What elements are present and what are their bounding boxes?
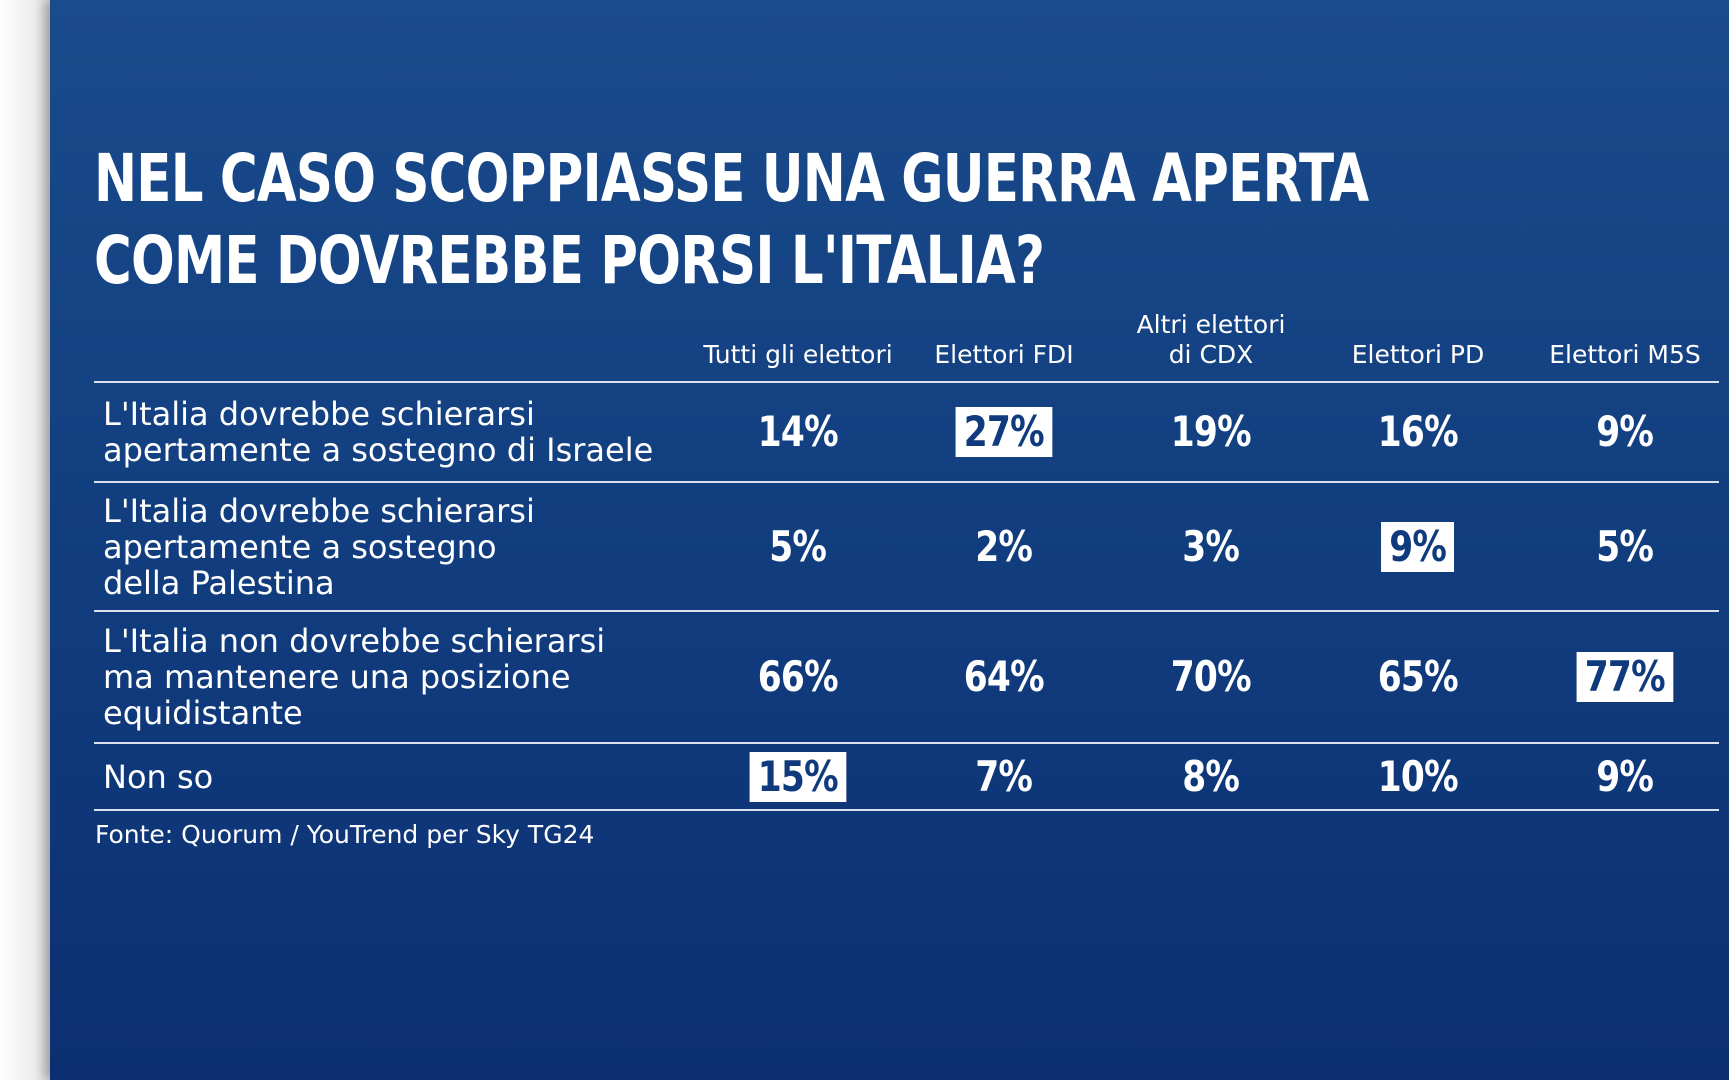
table-cell: 9% bbox=[1525, 744, 1725, 809]
cell-value: 7% bbox=[975, 751, 1034, 801]
cell-value: 8% bbox=[1182, 751, 1241, 801]
table-cell: 5% bbox=[1525, 483, 1725, 610]
cell-value: 14% bbox=[758, 407, 839, 456]
table-cell: 27% bbox=[904, 383, 1104, 481]
column-header: Elettori FDI bbox=[934, 340, 1074, 369]
table-cell: 66% bbox=[698, 612, 898, 742]
chart-title-line-2: COME DOVREBBE PORSI L'ITALIA? bbox=[94, 222, 1045, 299]
cell-value: 16% bbox=[1378, 407, 1459, 456]
row-label: L'Italia dovrebbe schierarsi apertamente… bbox=[103, 395, 654, 469]
poll-panel: NEL CASO SCOPPIASSE UNA GUERRA APERTA CO… bbox=[50, 0, 1729, 1080]
column-header: Altri elettori di CDX bbox=[1136, 310, 1286, 369]
cell-value: 9% bbox=[1596, 751, 1655, 801]
table-cell: 9% bbox=[1525, 383, 1725, 481]
table-cell: 3% bbox=[1111, 483, 1311, 610]
table-cell: 5% bbox=[698, 483, 898, 610]
highlighted-value: 27% bbox=[955, 407, 1053, 457]
highlighted-value: 9% bbox=[1381, 521, 1455, 572]
column-header: Tutti gli elettori bbox=[703, 340, 893, 369]
row-divider bbox=[94, 742, 1719, 744]
cell-value: 64% bbox=[964, 652, 1045, 701]
cell-value: 70% bbox=[1171, 652, 1252, 701]
row-divider bbox=[94, 809, 1719, 811]
cell-value: 5% bbox=[769, 521, 828, 571]
cell-value: 9% bbox=[1596, 407, 1655, 456]
cell-value: 66% bbox=[758, 652, 839, 701]
table-cell: 8% bbox=[1111, 744, 1311, 809]
table-cell: 70% bbox=[1111, 612, 1311, 742]
table-cell: 14% bbox=[698, 383, 898, 481]
table-cell: 77% bbox=[1525, 612, 1725, 742]
table-cell: 7% bbox=[904, 744, 1104, 809]
row-divider bbox=[94, 381, 1719, 383]
highlighted-value: 77% bbox=[1576, 652, 1674, 702]
table-cell: 64% bbox=[904, 612, 1104, 742]
cell-value: 19% bbox=[1171, 407, 1252, 456]
row-label: Non so bbox=[103, 757, 214, 796]
table-cell: 19% bbox=[1111, 383, 1311, 481]
cell-value: 3% bbox=[1182, 521, 1241, 571]
highlighted-value: 15% bbox=[749, 751, 847, 802]
table-cell: 15% bbox=[698, 744, 898, 809]
row-divider bbox=[94, 610, 1719, 612]
table-cell: 16% bbox=[1318, 383, 1518, 481]
column-header: Elettori M5S bbox=[1549, 340, 1701, 369]
cell-value: 10% bbox=[1378, 751, 1459, 801]
row-divider bbox=[94, 481, 1719, 483]
chart-title: NEL CASO SCOPPIASSE UNA GUERRA APERTA CO… bbox=[94, 138, 1369, 302]
table-cell: 2% bbox=[904, 483, 1104, 610]
table-cell: 9% bbox=[1318, 483, 1518, 610]
cell-value: 5% bbox=[1596, 521, 1655, 571]
source-note: Fonte: Quorum / YouTrend per Sky TG24 bbox=[95, 820, 595, 849]
left-edge-strip bbox=[0, 0, 50, 1080]
row-label: L'Italia dovrebbe schierarsi apertamente… bbox=[103, 491, 535, 602]
row-label: L'Italia non dovrebbe schierarsi ma mant… bbox=[103, 622, 606, 732]
cell-value: 2% bbox=[975, 521, 1034, 571]
table-cell: 65% bbox=[1318, 612, 1518, 742]
chart-title-line-1: NEL CASO SCOPPIASSE UNA GUERRA APERTA bbox=[94, 140, 1369, 217]
column-header: Elettori PD bbox=[1351, 340, 1485, 369]
table-cell: 10% bbox=[1318, 744, 1518, 809]
cell-value: 65% bbox=[1378, 652, 1459, 701]
